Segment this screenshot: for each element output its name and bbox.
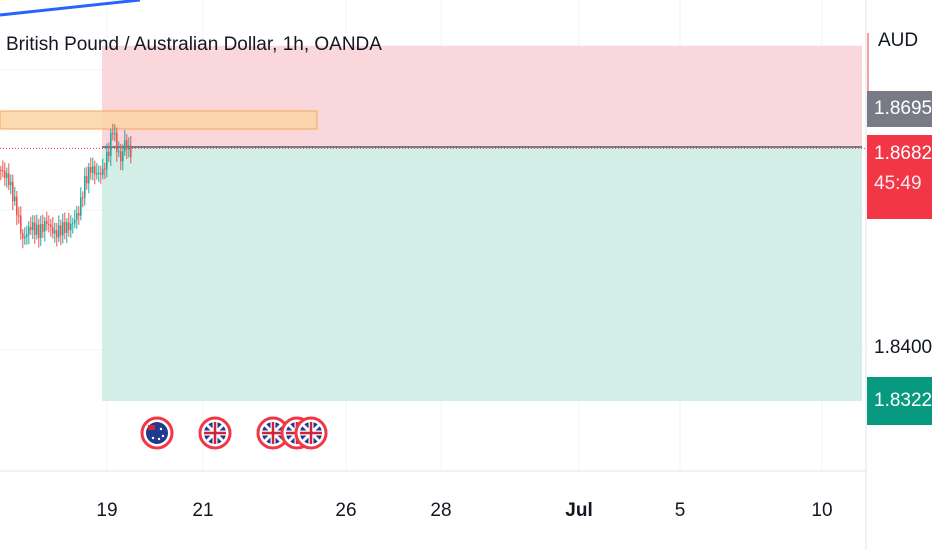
- symbol-price-tag: 1.86958: [867, 91, 932, 127]
- candle-body: [46, 221, 48, 224]
- candle-body: [92, 166, 94, 173]
- candle-body: [110, 133, 112, 156]
- candle-body: [108, 151, 110, 156]
- candle-body: [124, 140, 126, 152]
- date-label: 19: [96, 500, 118, 521]
- candle-body: [70, 223, 72, 231]
- target-price-tag: 1.83227: [867, 377, 932, 425]
- candle-body: [102, 168, 104, 175]
- candle-body: [88, 167, 90, 184]
- take-profit-zone: [102, 147, 862, 401]
- candle-body: [52, 226, 54, 234]
- candle-body: [48, 223, 50, 225]
- candle-body: [8, 173, 10, 186]
- candle-body: [12, 181, 14, 201]
- candle-body: [98, 172, 100, 174]
- flag-star: [157, 437, 161, 441]
- candle-body: [130, 145, 132, 158]
- price-axis-label: 1.84000: [874, 337, 932, 358]
- candle-body: [44, 221, 46, 232]
- candle-body: [30, 226, 32, 231]
- candle-body: [4, 170, 6, 178]
- australia-flag-icon: [140, 416, 174, 450]
- candle-body: [128, 145, 130, 150]
- candle-body: [42, 224, 44, 232]
- candle-body: [20, 215, 22, 234]
- candle-body: [24, 236, 26, 239]
- candle-body: [66, 222, 68, 233]
- candle-body: [100, 172, 102, 175]
- date-label: 5: [674, 500, 686, 521]
- candle-body: [38, 224, 40, 238]
- uk-flag-icon: [294, 416, 328, 450]
- candle-body: [2, 170, 4, 171]
- candle-body: [90, 167, 92, 173]
- candle-body: [22, 233, 24, 239]
- date-label: 10: [811, 500, 833, 521]
- uk-flag-icon: [198, 416, 232, 450]
- candle-body: [122, 151, 124, 162]
- target-price: 1.83227: [874, 390, 932, 411]
- candle-body: [78, 213, 80, 216]
- last-price-tag: 1.86820 45:49: [867, 135, 932, 219]
- candle-body: [86, 176, 88, 184]
- candle-body: [32, 222, 34, 231]
- resistance-zone: [0, 110, 318, 130]
- symbol-price: 1.86958: [874, 98, 932, 119]
- flag-union: [148, 425, 155, 430]
- candle-body: [76, 213, 78, 220]
- candle-body: [68, 222, 70, 231]
- candle-body: [18, 215, 20, 217]
- candle-body: [94, 166, 96, 175]
- flag-star: [161, 434, 165, 438]
- candle-body: [36, 224, 38, 235]
- trend-line: [0, 0, 141, 17]
- candle-body: [54, 230, 56, 234]
- candle-body: [82, 197, 84, 199]
- candle-body: [114, 133, 116, 135]
- candle-body: [72, 223, 74, 225]
- candle-body: [40, 224, 42, 238]
- candle-body: [58, 225, 60, 238]
- candle-body: [96, 173, 98, 175]
- candle-body: [34, 222, 36, 235]
- date-label: 28: [430, 500, 452, 521]
- candle-body: [126, 140, 128, 150]
- candle-body: [0, 170, 2, 171]
- candle-body: [106, 151, 108, 170]
- candle-body: [10, 181, 12, 186]
- date-label: Jul: [565, 500, 593, 521]
- currency-label: AUD: [878, 30, 919, 51]
- date-label: 21: [192, 500, 214, 521]
- candle-body: [120, 151, 122, 162]
- candle-body: [16, 196, 18, 216]
- chart-title: British Pound / Australian Dollar, 1h, O…: [6, 34, 382, 55]
- flag-star: [159, 427, 163, 431]
- candle-body: [6, 173, 8, 178]
- candle-body: [80, 197, 82, 216]
- candle-body: [64, 222, 66, 233]
- flag-star: [151, 436, 155, 440]
- candle-body: [116, 133, 118, 152]
- candle-body: [60, 225, 62, 236]
- countdown: 45:49: [874, 173, 922, 194]
- candle-body: [28, 226, 30, 235]
- stop-loss-zone: [102, 45, 862, 148]
- candle-body: [50, 224, 52, 227]
- candle-body: [118, 151, 120, 153]
- candle-body: [26, 234, 28, 237]
- candle-body: [104, 168, 106, 170]
- last-price: 1.86820: [874, 143, 932, 164]
- candle-body: [112, 133, 114, 135]
- candle-body: [14, 196, 16, 201]
- date-label: 26: [335, 500, 357, 521]
- candle-body: [62, 222, 64, 236]
- candle-body: [74, 219, 76, 224]
- candle-body: [56, 230, 58, 238]
- candle-body: [84, 176, 86, 198]
